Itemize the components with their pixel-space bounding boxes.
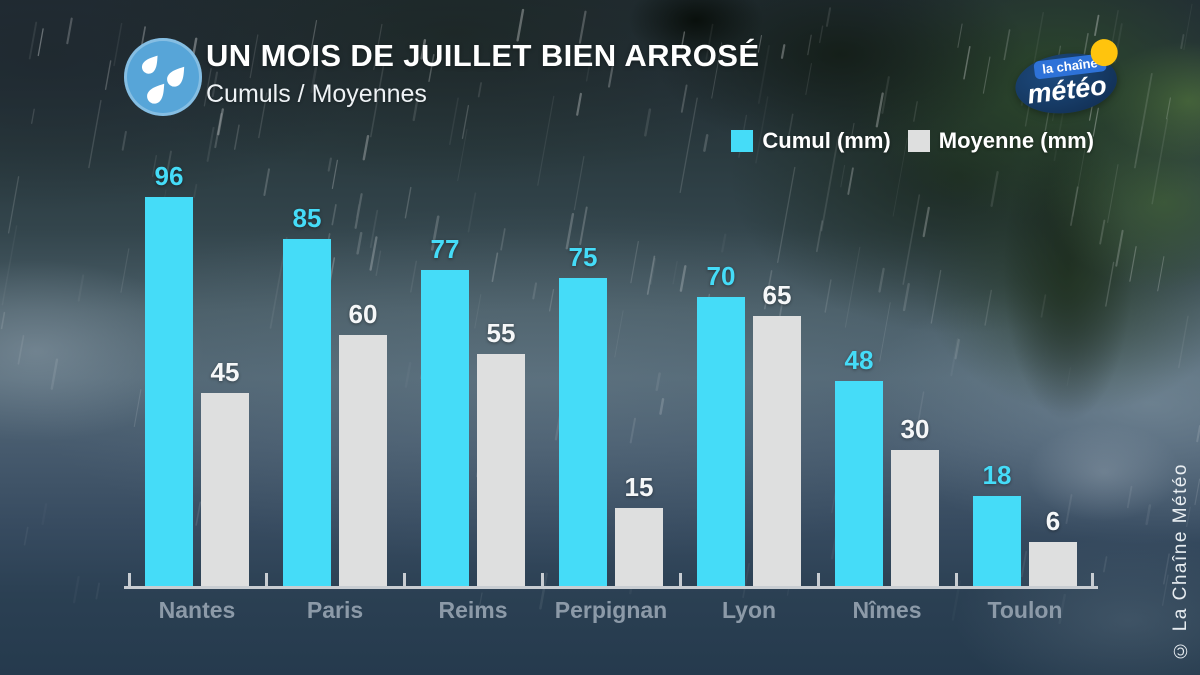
- x-axis-tick: [678, 573, 682, 586]
- legend-swatch-cumul: [731, 130, 754, 152]
- cumul-bar-nîmes: [835, 381, 883, 586]
- bar-value-label: 55: [486, 318, 516, 348]
- x-axis-tick: [540, 573, 544, 586]
- bar-with-label: 55: [477, 318, 525, 586]
- cumul-bar-perpignan: [559, 278, 607, 586]
- legend-swatch-moyenne: [907, 130, 930, 152]
- cumul-bar-reims: [421, 270, 469, 586]
- x-axis-line: [124, 586, 1098, 589]
- copyright-text: © La Chaîne Météo: [1170, 463, 1191, 661]
- cumul-bar-paris: [283, 239, 331, 586]
- legend-label-cumul: Cumul (mm): [762, 128, 891, 153]
- x-axis-label-lyon: Lyon: [721, 597, 777, 623]
- x-axis-label-nîmes: Nîmes: [852, 597, 922, 623]
- x-axis-tick: [264, 573, 268, 586]
- bar-value-label: 70: [706, 261, 736, 291]
- bar-with-label: 70: [697, 261, 745, 586]
- x-axis-label-reims: Reims: [438, 597, 508, 623]
- x-axis-label-perpignan: Perpignan: [554, 597, 668, 623]
- moyenne-bar-reims: [477, 354, 525, 586]
- bar-value-label: 85: [292, 203, 322, 233]
- x-axis-tick: [954, 573, 958, 586]
- cumul-bar-lyon: [697, 297, 745, 586]
- moyenne-bar-perpignan: [615, 508, 663, 586]
- category-group-lyon: 70 65: [680, 160, 818, 586]
- bar-with-label: 15: [615, 472, 663, 586]
- x-axis-tick: [816, 573, 820, 586]
- bar-value-label: 96: [154, 161, 184, 191]
- page-subtitle: Cumuls / Moyennes: [206, 79, 427, 108]
- la-chaine-meteo-logo: la chaîne météo: [1008, 34, 1156, 128]
- category-group-paris: 85 60: [266, 160, 404, 586]
- bar-with-label: 48: [835, 345, 883, 586]
- x-axis-tick: [402, 573, 406, 586]
- header-titles: UN MOIS DE JUILLET BIEN ARROSÉ Cumuls / …: [206, 38, 760, 109]
- bar-value-label: 65: [762, 280, 792, 310]
- bar-value-label: 6: [1045, 506, 1061, 536]
- bar-with-label: 96: [145, 161, 193, 586]
- x-axis-label-toulon: Toulon: [987, 597, 1063, 623]
- bar-value-label: 60: [348, 299, 378, 329]
- moyenne-bar-toulon: [1029, 542, 1077, 586]
- bar-value-label: 75: [568, 242, 598, 272]
- bar-with-label: 18: [973, 460, 1021, 586]
- bar-with-label: 77: [421, 234, 469, 586]
- bar-with-label: 6: [1029, 506, 1077, 586]
- bar-value-label: 77: [430, 234, 460, 264]
- cumul-bar-toulon: [973, 496, 1021, 586]
- category-group-reims: 77 55: [404, 160, 542, 586]
- bar-with-label: 65: [753, 280, 801, 586]
- x-axis-labels: Nantes Paris Reims Perpignan Lyon Nîmes Toulon: [128, 597, 1094, 624]
- category-group-nîmes: 48 30: [818, 160, 956, 586]
- moyenne-bar-paris: [339, 335, 387, 586]
- raindrops-icon: [124, 38, 202, 116]
- bar-with-label: 85: [283, 203, 331, 586]
- bar-value-label: 18: [982, 460, 1012, 490]
- bar-value-label: 30: [900, 414, 930, 444]
- raindrop-glyphs: [141, 55, 185, 104]
- bar-value-label: 48: [844, 345, 874, 375]
- chart-legend: Cumul (mm) Moyenne (mm): [731, 128, 1094, 154]
- bar-value-label: 45: [210, 357, 240, 387]
- x-axis-label-paris: Paris: [306, 597, 364, 623]
- bar-with-label: 75: [559, 242, 607, 586]
- category-group-nantes: 96 45: [128, 160, 266, 586]
- bar-with-label: 60: [339, 299, 387, 586]
- x-axis-label-nantes: Nantes: [158, 597, 236, 623]
- legend-label-moyenne: Moyenne (mm): [938, 128, 1094, 153]
- bar-groups: 96 45 85 60 77 55 75 15 70 65 48 30 18 6: [128, 160, 1094, 586]
- bar-chart: 96 45 85 60 77 55 75 15 70 65 48 30 18 6 Nantes Paris R…: [124, 160, 1098, 675]
- page-title: UN MOIS DE JUILLET BIEN ARROSÉ: [206, 38, 760, 73]
- bar-with-label: 45: [201, 357, 249, 586]
- x-axis-tick: [128, 573, 131, 586]
- x-axis-tick: [1091, 573, 1094, 586]
- category-group-perpignan: 75 15: [542, 160, 680, 586]
- bar-with-label: 30: [891, 414, 939, 586]
- bar-value-label: 15: [624, 472, 654, 502]
- cumul-bar-nantes: [145, 197, 193, 586]
- moyenne-bar-nantes: [201, 393, 249, 586]
- moyenne-bar-nîmes: [891, 450, 939, 586]
- moyenne-bar-lyon: [753, 316, 801, 586]
- category-group-toulon: 18 6: [956, 160, 1094, 586]
